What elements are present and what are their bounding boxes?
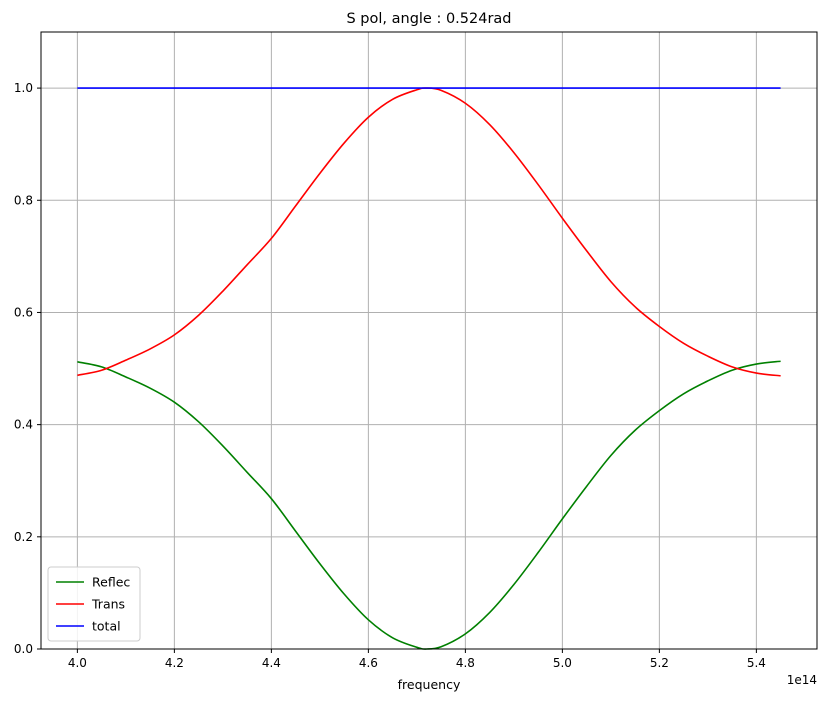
x-tick-label: 5.4: [747, 656, 766, 670]
x-tick-label: 4.8: [456, 656, 475, 670]
legend-label-total: total: [92, 619, 121, 634]
plot-area-frame: [40, 31, 818, 650]
y-axis-ticks: 0.0 0.2 0.4 0.6 0.8 1.0: [14, 81, 41, 656]
y-tick-label: 0.6: [14, 305, 33, 319]
y-tick-label: 1.0: [14, 81, 33, 95]
legend-box: [47, 566, 141, 642]
x-axis-label: frequency: [398, 677, 461, 692]
chart-title: S pol, angle : 0.524rad: [346, 11, 511, 27]
legend: Reflec Trans total: [47, 566, 141, 642]
legend-label-trans: Trans: [91, 597, 125, 612]
x-tick-label: 5.2: [650, 656, 669, 670]
y-tick-label: 0.2: [14, 530, 33, 544]
x-tick-label: 4.2: [165, 656, 184, 670]
y-tick-label: 0.0: [14, 642, 33, 656]
x-tick-label: 4.4: [262, 656, 281, 670]
x-axis-offset-text: 1e14: [787, 673, 817, 687]
x-tick-label: 4.6: [359, 656, 378, 670]
x-axis-ticks: 4.0 4.2 4.4 4.6 4.8 5.0 5.2 5.4: [68, 649, 766, 670]
y-tick-label: 0.8: [14, 193, 33, 207]
legend-label-reflec: Reflec: [92, 575, 130, 590]
y-tick-label: 0.4: [14, 418, 33, 432]
x-tick-label: 5.0: [553, 656, 572, 670]
x-tick-label: 4.0: [68, 656, 87, 670]
